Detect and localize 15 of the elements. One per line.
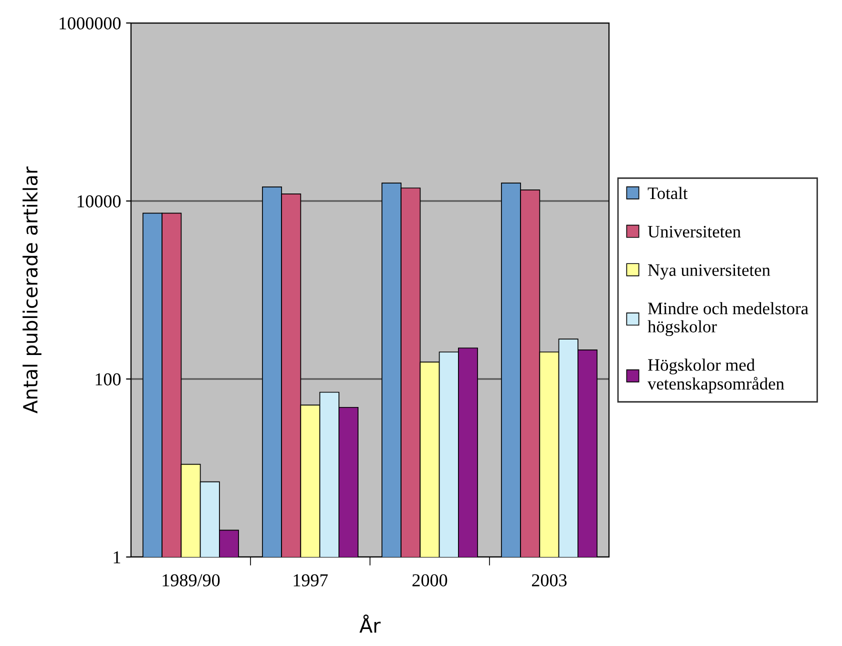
- legend-label: Mindre och medelstora högskolor: [648, 302, 808, 336]
- y-tick-label: 100: [96, 373, 121, 386]
- legend-label: Nya universiteten: [648, 264, 770, 280]
- x-tick-label: 1997: [294, 574, 328, 586]
- legend-label: Högskolor med vetenskapsområden: [648, 358, 784, 394]
- x-axis-title: År: [360, 614, 381, 633]
- x-tick-label: 2003: [532, 574, 567, 586]
- x-tick-label: 1989/90: [162, 574, 220, 586]
- legend-label: Totalt: [648, 186, 688, 200]
- legend-label: Universiteten: [648, 226, 741, 238]
- y-tick-label: 10000: [78, 195, 121, 208]
- x-tick-label: 2000: [412, 574, 448, 586]
- y-tick-label: 1000000: [60, 17, 121, 30]
- y-axis-title: Antal publicerade artiklar: [22, 166, 42, 414]
- y-tick-label: 1: [114, 551, 120, 564]
